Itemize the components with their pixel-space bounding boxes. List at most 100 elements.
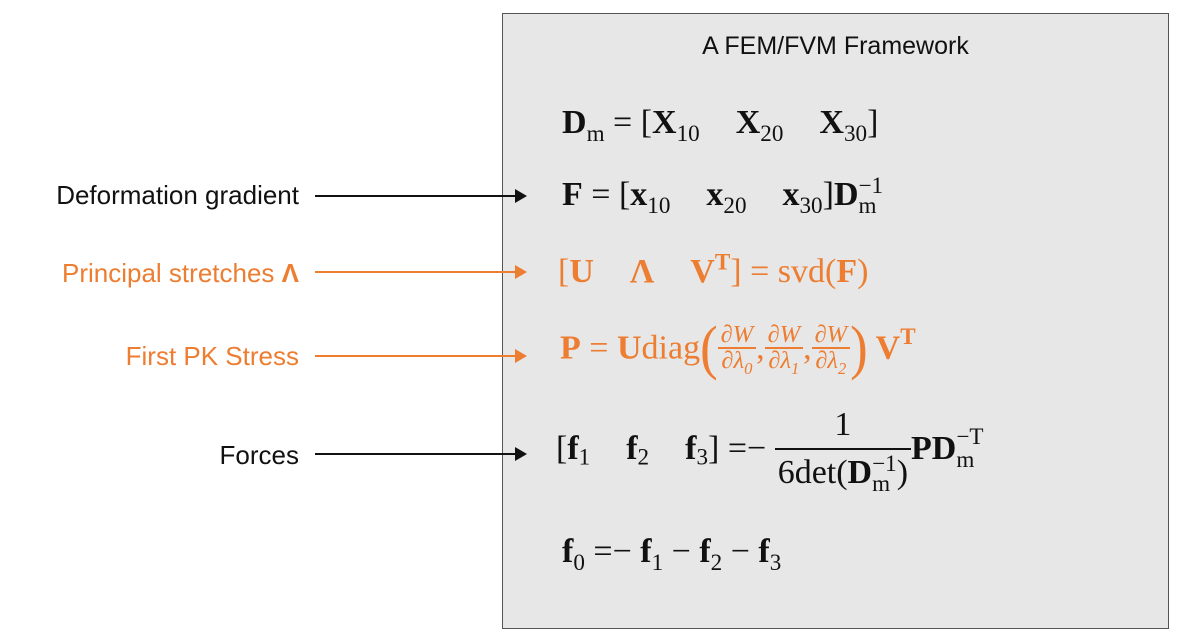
p-frac-0-den-sub: 0	[744, 359, 753, 379]
svd-arg: F	[836, 253, 858, 290]
f-c1: x	[630, 176, 648, 213]
p-comma-1: ,	[756, 329, 765, 367]
p-v-sup: T	[900, 323, 916, 350]
p-v: V	[875, 329, 901, 367]
f-c2: x	[706, 176, 724, 213]
p-eq: =	[580, 329, 617, 367]
p-frac-0: ∂W ∂λ0	[717, 320, 757, 377]
dm-c2-sub: 20	[760, 120, 784, 147]
label-deformation-gradient: Deformation gradient	[56, 180, 299, 210]
f0-eq: =−	[584, 533, 641, 570]
dm-c2: X	[735, 104, 761, 141]
p-frac-1-den-sub: 1	[791, 359, 800, 379]
forces-den-post: )	[896, 454, 909, 491]
forces-f3-sub: 3	[696, 444, 708, 471]
svd-v: V	[690, 253, 715, 290]
p-frac-1-den-text: ∂λ	[768, 347, 792, 375]
lambda-symbol: Λ	[281, 258, 299, 288]
f0-minus-1: −	[663, 533, 700, 570]
equation-forces: [f1 f2 f3] =− 1 6det(Dm−1) PD −T m	[556, 406, 984, 496]
equation-svd: [U Λ VT] = svd(F)	[558, 251, 869, 290]
f0-lhs: f	[562, 533, 574, 570]
f0-f3: f	[758, 533, 770, 570]
forces-den-pre: 6det(	[777, 454, 848, 491]
p-frac-2-den-text: ∂λ	[815, 347, 839, 375]
forces-pd-sup: −T	[956, 423, 984, 450]
dm-lhs: D	[562, 104, 587, 141]
f0-f1-sub: 1	[651, 549, 664, 576]
f-c3: x	[782, 176, 800, 213]
svd-u: U	[569, 253, 594, 290]
panel-title: A FEM/FVM Framework	[702, 32, 969, 60]
equation-f: F = [x10 x20 x30]Dm−1	[562, 174, 883, 217]
dm-c1: X	[652, 104, 677, 141]
f-c2-sub: 20	[723, 192, 747, 219]
forces-pd: PD	[911, 430, 957, 467]
forces-f3: f	[685, 430, 697, 467]
forces-close: ]	[708, 430, 720, 467]
arrow-deformation	[315, 189, 527, 203]
p-comma-2: ,	[803, 329, 812, 367]
equation-dm: Dm = [X10 X20 X30]	[562, 104, 879, 146]
dm-eq: = [	[604, 104, 653, 141]
dm-c3-sub: 30	[843, 120, 868, 147]
framework-panel: A FEM/FVM Framework	[502, 13, 1169, 629]
forces-den-d: D	[847, 454, 873, 491]
p-u: U	[616, 329, 642, 367]
f-d: D	[833, 176, 859, 213]
f-eq: = [	[582, 176, 631, 213]
f0-f2: f	[699, 533, 711, 570]
p-frac-1-num: ∂W	[767, 320, 801, 348]
p-frac-0-den: ∂λ0	[717, 347, 757, 377]
dm-c1-sub: 10	[676, 120, 700, 147]
principal-stretches-text: Principal stretches	[62, 258, 282, 288]
p-rparen: )	[850, 314, 868, 382]
svd-open: [	[558, 253, 570, 290]
p-frac-2-den: ∂λ2	[811, 347, 851, 377]
f-lhs: F	[562, 176, 583, 213]
dm-lhs-sub: m	[586, 120, 605, 147]
label-first-pk-stress: First PK Stress	[125, 341, 299, 371]
label-principal-stretches: Principal stretches Λ	[62, 258, 299, 289]
p-frac-0-num: ∂W	[720, 320, 754, 348]
p-lhs: P	[560, 329, 581, 367]
forces-frac-num: 1	[834, 406, 852, 443]
f0-f2-sub: 2	[710, 549, 723, 576]
forces-f2: f	[626, 430, 638, 467]
forces-open: [	[556, 430, 568, 467]
svd-lambda: Λ	[629, 253, 655, 290]
equation-p: P = Udiag(∂W ∂λ0, ∂W ∂λ1, ∂W ∂λ2) VT	[560, 318, 916, 378]
p-lparen: (	[700, 314, 718, 382]
equation-f0: f0 =− f1 − f2 − f3	[562, 533, 781, 575]
forces-f2-sub: 2	[637, 444, 650, 471]
arrow-stress	[315, 349, 527, 363]
svd-eq: = svd(	[741, 253, 837, 290]
f0-f1: f	[640, 533, 652, 570]
p-frac-1-den: ∂λ1	[764, 347, 804, 377]
forces-frac-den: 6det(Dm−1)	[774, 448, 912, 495]
dm-c3: X	[819, 104, 844, 141]
forces-eq: =−	[719, 430, 775, 467]
dm-close: ]	[867, 104, 879, 141]
p-diag: diag	[641, 329, 701, 367]
svd-rparen: )	[857, 253, 869, 290]
p-frac-1: ∂W ∂λ1	[764, 320, 804, 377]
f0-lhs-sub: 0	[573, 549, 585, 576]
forces-frac: 1 6det(Dm−1)	[774, 406, 912, 495]
label-forces: Forces	[219, 440, 299, 470]
forces-den-d-sup: −1	[872, 450, 897, 477]
p-frac-0-den-text: ∂λ	[721, 347, 745, 375]
p-frac-2-den-sub: 2	[838, 359, 847, 379]
svd-v-sup: T	[714, 249, 731, 276]
f-close: ]	[822, 176, 834, 213]
forces-den-d-sub: m	[872, 470, 891, 497]
f-c3-sub: 30	[799, 192, 823, 219]
p-frac-2-num: ∂W	[814, 320, 848, 348]
arrow-forces	[315, 447, 527, 461]
forces-f1-sub: 1	[578, 444, 591, 471]
f-d-sub: m	[858, 192, 877, 219]
f-d-sup: −1	[858, 172, 884, 199]
forces-pd-sub: m	[956, 447, 975, 473]
forces-f1: f	[567, 430, 579, 467]
svd-close: ]	[730, 253, 742, 290]
